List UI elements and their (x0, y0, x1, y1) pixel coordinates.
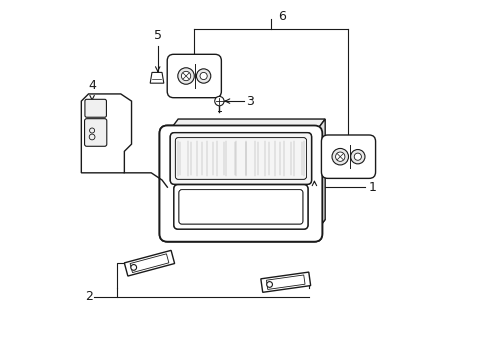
Circle shape (181, 71, 190, 81)
Polygon shape (150, 72, 163, 83)
Text: 5: 5 (153, 29, 162, 42)
Circle shape (214, 96, 224, 106)
Circle shape (131, 265, 136, 270)
FancyBboxPatch shape (84, 119, 106, 146)
FancyBboxPatch shape (159, 126, 322, 242)
Circle shape (331, 148, 348, 165)
Polygon shape (81, 94, 131, 173)
Text: 2: 2 (85, 290, 93, 303)
Polygon shape (260, 272, 310, 292)
Text: 3: 3 (246, 95, 254, 108)
FancyBboxPatch shape (85, 99, 106, 117)
FancyBboxPatch shape (321, 135, 375, 179)
Circle shape (196, 69, 210, 83)
Polygon shape (314, 119, 325, 234)
FancyBboxPatch shape (167, 54, 221, 98)
FancyBboxPatch shape (170, 133, 311, 184)
Circle shape (266, 282, 272, 287)
Circle shape (178, 68, 194, 84)
Polygon shape (167, 119, 325, 134)
Circle shape (335, 152, 344, 161)
Text: 1: 1 (367, 181, 375, 194)
FancyBboxPatch shape (170, 133, 311, 184)
Circle shape (200, 72, 207, 80)
FancyBboxPatch shape (174, 185, 307, 229)
FancyBboxPatch shape (159, 126, 322, 242)
Circle shape (350, 149, 364, 164)
Polygon shape (167, 220, 325, 234)
FancyBboxPatch shape (174, 185, 307, 229)
Text: 4: 4 (88, 79, 96, 92)
Text: 6: 6 (278, 10, 286, 23)
Polygon shape (124, 250, 174, 276)
Circle shape (353, 153, 361, 160)
